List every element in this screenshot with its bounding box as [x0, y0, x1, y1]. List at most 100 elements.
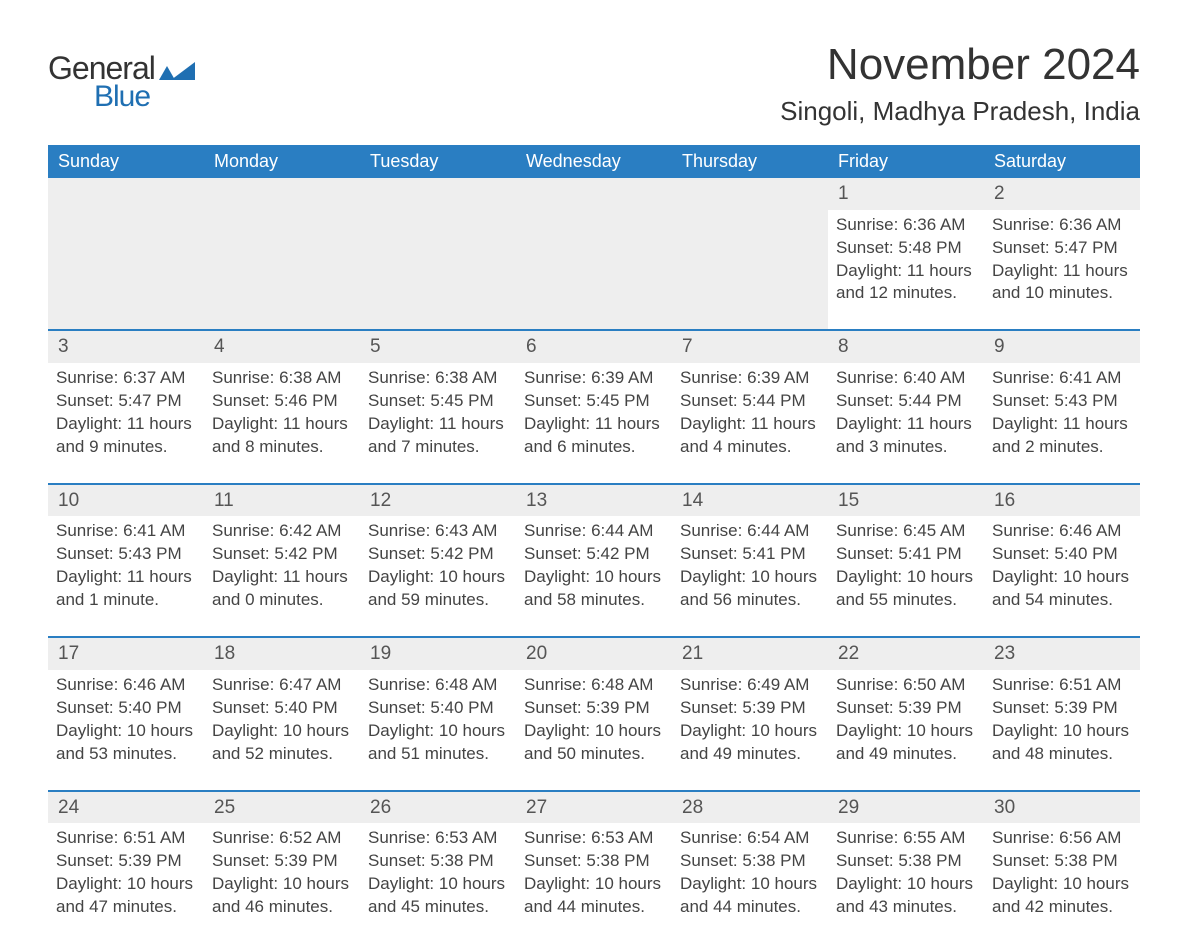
day-number: 30 — [984, 792, 1140, 824]
sunrise-line: Sunrise: 6:45 AM — [836, 520, 976, 543]
day-number: 8 — [828, 331, 984, 363]
calendar-day-cell: 6 Sunrise: 6:39 AMSunset: 5:45 PMDaylight… — [516, 330, 672, 483]
calendar-day-cell: 7Sunrise: 6:39 AMSunset: 5:44 PMDaylight… — [672, 330, 828, 483]
day-info: Sunrise: 6:38 AMSunset: 5:46 PMDaylight:… — [212, 367, 352, 459]
calendar-week-row: 17Sunrise: 6:46 AMSunset: 5:40 PMDayligh… — [48, 637, 1140, 790]
calendar-day-cell: 13Sunrise: 6:44 AMSunset: 5:42 PMDayligh… — [516, 484, 672, 637]
day-info: Sunrise: 6:43 AMSunset: 5:42 PMDaylight:… — [368, 520, 508, 612]
sunset-line: Sunset: 5:39 PM — [836, 697, 976, 720]
day-info: Sunrise: 6:47 AMSunset: 5:40 PMDaylight:… — [212, 674, 352, 766]
sunset-line: Sunset: 5:45 PM — [368, 390, 508, 413]
sunrise-line: Sunrise: 6:44 AM — [524, 520, 664, 543]
day-info: Sunrise: 6:37 AMSunset: 5:47 PMDaylight:… — [56, 367, 196, 459]
day-number: 2 — [984, 178, 1140, 210]
calendar-day-cell: 10Sunrise: 6:41 AMSunset: 5:43 PMDayligh… — [48, 484, 204, 637]
day-number: 6 — [516, 331, 672, 363]
calendar-day-cell: 24Sunrise: 6:51 AMSunset: 5:39 PMDayligh… — [48, 791, 204, 943]
day-number: 22 — [828, 638, 984, 670]
sunrise-line: Sunrise: 6:51 AM — [56, 827, 196, 850]
day-info: Sunrise: 6:38 AMSunset: 5:45 PMDaylight:… — [368, 367, 508, 459]
sunrise-line: Sunrise: 6:50 AM — [836, 674, 976, 697]
calendar-day-cell: 16Sunrise: 6:46 AMSunset: 5:40 PMDayligh… — [984, 484, 1140, 637]
day-info: Sunrise: 6:50 AMSunset: 5:39 PMDaylight:… — [836, 674, 976, 766]
sunset-line: Sunset: 5:40 PM — [56, 697, 196, 720]
brand-logo: General Blue — [48, 54, 195, 110]
daylight-line: Daylight: 11 hours and 3 minutes. — [836, 413, 976, 459]
daylight-line: Daylight: 10 hours and 52 minutes. — [212, 720, 352, 766]
day-info: Sunrise: 6:46 AMSunset: 5:40 PMDaylight:… — [56, 674, 196, 766]
day-info: Sunrise: 6:41 AMSunset: 5:43 PMDaylight:… — [992, 367, 1132, 459]
day-info: Sunrise: 6:36 AMSunset: 5:47 PMDaylight:… — [992, 214, 1132, 306]
day-info: Sunrise: 6:40 AMSunset: 5:44 PMDaylight:… — [836, 367, 976, 459]
sunset-line: Sunset: 5:43 PM — [56, 543, 196, 566]
sunrise-line: Sunrise: 6:49 AM — [680, 674, 820, 697]
day-info: Sunrise: 6:49 AMSunset: 5:39 PMDaylight:… — [680, 674, 820, 766]
page-header: General Blue November 2024 Singoli, Madh… — [48, 40, 1140, 127]
sunrise-line: Sunrise: 6:41 AM — [56, 520, 196, 543]
daylight-line: Daylight: 10 hours and 44 minutes. — [524, 873, 664, 919]
calendar-day-cell: 17Sunrise: 6:46 AMSunset: 5:40 PMDayligh… — [48, 637, 204, 790]
daylight-line: Daylight: 11 hours and 2 minutes. — [992, 413, 1132, 459]
day-info: Sunrise: 6:42 AMSunset: 5:42 PMDaylight:… — [212, 520, 352, 612]
sunset-line: Sunset: 5:39 PM — [992, 697, 1132, 720]
day-info: Sunrise: 6:41 AMSunset: 5:43 PMDaylight:… — [56, 520, 196, 612]
sunset-line: Sunset: 5:38 PM — [992, 850, 1132, 873]
sunset-line: Sunset: 5:45 PM — [524, 390, 664, 413]
sunrise-line: Sunrise: 6:38 AM — [212, 367, 352, 390]
day-number: 23 — [984, 638, 1140, 670]
daylight-line: Daylight: 10 hours and 47 minutes. — [56, 873, 196, 919]
daylight-line: Daylight: 11 hours and 9 minutes. — [56, 413, 196, 459]
sunset-line: Sunset: 5:38 PM — [680, 850, 820, 873]
calendar-week-row: 3Sunrise: 6:37 AMSunset: 5:47 PMDaylight… — [48, 330, 1140, 483]
location-subtitle: Singoli, Madhya Pradesh, India — [780, 96, 1140, 127]
day-info: Sunrise: 6:55 AMSunset: 5:38 PMDaylight:… — [836, 827, 976, 919]
day-number: 12 — [360, 485, 516, 517]
daylight-line: Daylight: 10 hours and 46 minutes. — [212, 873, 352, 919]
day-number: 4 — [204, 331, 360, 363]
sunrise-line: Sunrise: 6:48 AM — [524, 674, 664, 697]
daylight-line: Daylight: 10 hours and 53 minutes. — [56, 720, 196, 766]
daylight-line: Daylight: 10 hours and 58 minutes. — [524, 566, 664, 612]
day-number: 1 — [828, 178, 984, 210]
day-number: 7 — [672, 331, 828, 363]
daylight-line: Daylight: 11 hours and 12 minutes. — [836, 260, 976, 306]
day-number: 15 — [828, 485, 984, 517]
day-info: Sunrise: 6:39 AMSunset: 5:45 PMDaylight:… — [524, 367, 664, 459]
calendar-empty-cell — [48, 178, 204, 330]
daylight-line: Daylight: 10 hours and 51 minutes. — [368, 720, 508, 766]
sunrise-line: Sunrise: 6:56 AM — [992, 827, 1132, 850]
daylight-line: Daylight: 11 hours and 10 minutes. — [992, 260, 1132, 306]
sunrise-line: Sunrise: 6:48 AM — [368, 674, 508, 697]
daylight-line: Daylight: 10 hours and 56 minutes. — [680, 566, 820, 612]
day-info: Sunrise: 6:48 AMSunset: 5:40 PMDaylight:… — [368, 674, 508, 766]
sunset-line: Sunset: 5:41 PM — [836, 543, 976, 566]
sunset-line: Sunset: 5:38 PM — [524, 850, 664, 873]
daylight-line: Daylight: 11 hours and 0 minutes. — [212, 566, 352, 612]
sunset-line: Sunset: 5:47 PM — [56, 390, 196, 413]
calendar-day-cell: 19Sunrise: 6:48 AMSunset: 5:40 PMDayligh… — [360, 637, 516, 790]
weekday-header: Thursday — [672, 145, 828, 178]
brand-flag-icon — [159, 58, 195, 83]
sunset-line: Sunset: 5:42 PM — [212, 543, 352, 566]
day-info: Sunrise: 6:51 AMSunset: 5:39 PMDaylight:… — [56, 827, 196, 919]
daylight-line: Daylight: 10 hours and 49 minutes. — [680, 720, 820, 766]
sunrise-line: Sunrise: 6:53 AM — [524, 827, 664, 850]
sunrise-line: Sunrise: 6:36 AM — [836, 214, 976, 237]
daylight-line: Daylight: 11 hours and 7 minutes. — [368, 413, 508, 459]
daylight-line: Daylight: 11 hours and 4 minutes. — [680, 413, 820, 459]
sunset-line: Sunset: 5:44 PM — [680, 390, 820, 413]
calendar-week-row: 1Sunrise: 6:36 AMSunset: 5:48 PMDaylight… — [48, 178, 1140, 330]
day-number: 20 — [516, 638, 672, 670]
daylight-line: Daylight: 10 hours and 44 minutes. — [680, 873, 820, 919]
daylight-line: Daylight: 10 hours and 48 minutes. — [992, 720, 1132, 766]
sunset-line: Sunset: 5:41 PM — [680, 543, 820, 566]
day-number: 29 — [828, 792, 984, 824]
weekday-header-row: Sunday Monday Tuesday Wednesday Thursday… — [48, 145, 1140, 178]
daylight-line: Daylight: 10 hours and 54 minutes. — [992, 566, 1132, 612]
day-info: Sunrise: 6:44 AMSunset: 5:42 PMDaylight:… — [524, 520, 664, 612]
sunrise-line: Sunrise: 6:39 AM — [524, 367, 664, 390]
day-number: 21 — [672, 638, 828, 670]
sunrise-line: Sunrise: 6:46 AM — [992, 520, 1132, 543]
daylight-line: Daylight: 10 hours and 55 minutes. — [836, 566, 976, 612]
calendar-day-cell: 22 Sunrise: 6:50 AMSunset: 5:39 PMDayligh… — [828, 637, 984, 790]
